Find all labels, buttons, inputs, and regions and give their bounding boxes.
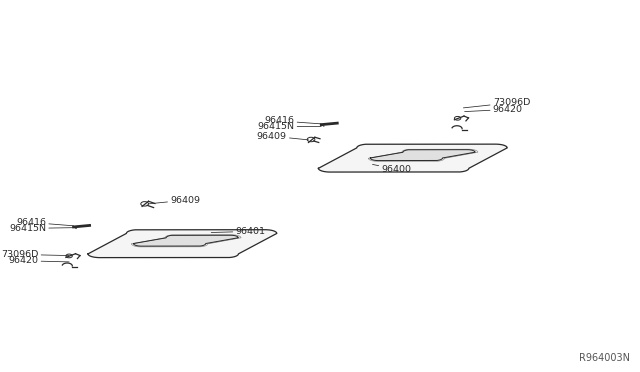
Text: 96415N: 96415N [9,224,74,233]
Text: 96420: 96420 [8,256,69,265]
Text: R964003N: R964003N [579,353,630,363]
Polygon shape [134,235,238,246]
Polygon shape [88,230,277,257]
Text: 96416: 96416 [264,116,321,125]
Text: 96409: 96409 [257,132,308,141]
Text: 96415N: 96415N [257,122,321,131]
Text: 96400: 96400 [372,164,412,174]
Text: 96420: 96420 [465,105,523,114]
Text: 73096D: 73096D [463,98,530,108]
Text: 96416: 96416 [16,218,74,227]
Polygon shape [319,144,507,172]
Text: 96401: 96401 [211,227,266,236]
Text: 73096D: 73096D [1,250,69,259]
Text: 96409: 96409 [148,196,200,205]
Polygon shape [371,150,475,161]
